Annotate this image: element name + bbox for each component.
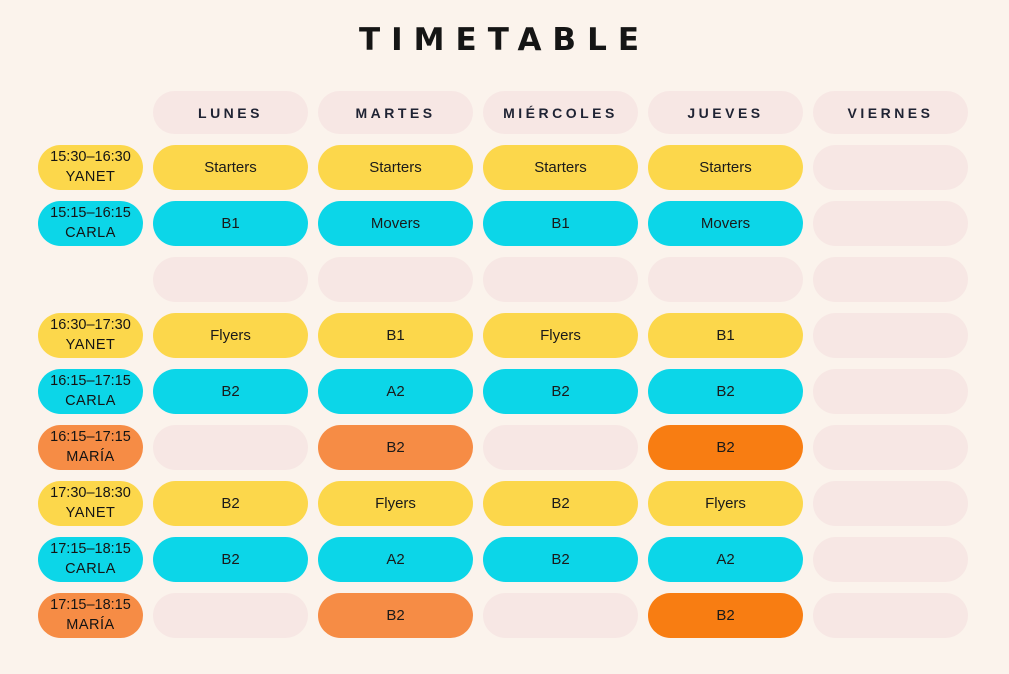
row-time: 17:30–18:30 (50, 484, 131, 501)
row-label-carla-1: 15:15–16:15 CARLA (38, 201, 143, 246)
row-label-maria-5: 16:15–17:15 MARÍA (38, 425, 143, 470)
cell-lunes-row4: Flyers (153, 313, 308, 358)
row-label-yanet-3: 16:30–17:30 YANET (38, 313, 143, 358)
corner-spacer (38, 91, 143, 134)
cell-miercoles-row4: Flyers (483, 313, 638, 358)
cell-martes-row5: A2 (318, 369, 473, 414)
cell-martes-row9: B2 (318, 593, 473, 638)
cell-viernes-row1 (813, 145, 968, 190)
row-time: 17:15–18:15 (50, 596, 131, 613)
cell-martes-row3 (318, 257, 473, 302)
row-label-carla-7: 17:15–18:15 CARLA (38, 537, 143, 582)
cell-lunes-row6 (153, 425, 308, 470)
cell-viernes-row8 (813, 537, 968, 582)
day-header-lunes: LUNES (153, 91, 308, 134)
cell-miercoles-row8: B2 (483, 537, 638, 582)
cell-viernes-row7 (813, 481, 968, 526)
row-teacher: MARÍA (66, 616, 115, 633)
row-label-maria-8: 17:15–18:15 MARÍA (38, 593, 143, 638)
cell-miercoles-row5: B2 (483, 369, 638, 414)
cell-lunes-row2: B1 (153, 201, 308, 246)
cell-jueves-row4: B1 (648, 313, 803, 358)
cell-jueves-row3 (648, 257, 803, 302)
cell-lunes-row3 (153, 257, 308, 302)
cell-jueves-row7: Flyers (648, 481, 803, 526)
cell-viernes-row5 (813, 369, 968, 414)
row-label-spacer (38, 257, 143, 302)
cell-miercoles-row6 (483, 425, 638, 470)
cell-lunes-row5: B2 (153, 369, 308, 414)
row-time: 15:30–16:30 (50, 148, 131, 165)
row-label-yanet-0: 15:30–16:30 YANET (38, 145, 143, 190)
cell-martes-row2: Movers (318, 201, 473, 246)
cell-jueves-row9: B2 (648, 593, 803, 638)
cell-lunes-row8: B2 (153, 537, 308, 582)
cell-jueves-row1: Starters (648, 145, 803, 190)
row-teacher: CARLA (65, 560, 116, 577)
cell-viernes-row6 (813, 425, 968, 470)
row-teacher: YANET (65, 504, 116, 521)
row-teacher: CARLA (65, 392, 116, 409)
cell-viernes-row3 (813, 257, 968, 302)
row-time: 16:15–17:15 (50, 372, 131, 389)
cell-miercoles-row9 (483, 593, 638, 638)
cell-martes-row7: Flyers (318, 481, 473, 526)
cell-martes-row6: B2 (318, 425, 473, 470)
row-time: 16:30–17:30 (50, 316, 131, 333)
row-label-carla-4: 16:15–17:15 CARLA (38, 369, 143, 414)
day-header-martes: MARTES (318, 91, 473, 134)
row-teacher: CARLA (65, 224, 116, 241)
cell-martes-row8: A2 (318, 537, 473, 582)
cell-martes-row4: B1 (318, 313, 473, 358)
cell-viernes-row2 (813, 201, 968, 246)
cell-miercoles-row7: B2 (483, 481, 638, 526)
cell-miercoles-row2: B1 (483, 201, 638, 246)
cell-miercoles-row1: Starters (483, 145, 638, 190)
cell-jueves-row8: A2 (648, 537, 803, 582)
row-time: 16:15–17:15 (50, 428, 131, 445)
cell-miercoles-row3 (483, 257, 638, 302)
row-teacher: YANET (65, 168, 116, 185)
page-title: TIMETABLE (359, 22, 650, 58)
row-time: 17:15–18:15 (50, 540, 131, 557)
cell-jueves-row6: B2 (648, 425, 803, 470)
day-header-miercoles: MIÉRCOLES (483, 91, 638, 134)
cell-viernes-row9 (813, 593, 968, 638)
row-time: 15:15–16:15 (50, 204, 131, 221)
cell-martes-row1: Starters (318, 145, 473, 190)
row-label-yanet-6: 17:30–18:30 YANET (38, 481, 143, 526)
timetable-grid: LUNES MARTES MIÉRCOLES JUEVES VIERNES 15:30–1… (38, 91, 968, 638)
cell-lunes-row1: Starters (153, 145, 308, 190)
cell-jueves-row2: Movers (648, 201, 803, 246)
cell-jueves-row5: B2 (648, 369, 803, 414)
cell-lunes-row9 (153, 593, 308, 638)
day-header-viernes: VIERNES (813, 91, 968, 134)
cell-lunes-row7: B2 (153, 481, 308, 526)
day-header-jueves: JUEVES (648, 91, 803, 134)
row-teacher: MARÍA (66, 448, 115, 465)
row-teacher: YANET (65, 336, 116, 353)
cell-viernes-row4 (813, 313, 968, 358)
